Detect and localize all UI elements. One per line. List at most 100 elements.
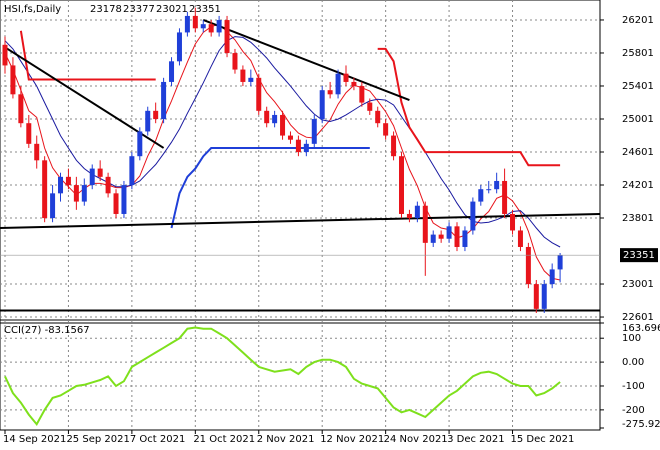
candle-body <box>422 205 428 243</box>
candle-body <box>351 81 357 87</box>
candle-body <box>470 201 476 231</box>
candle-body <box>557 255 563 270</box>
candle-body <box>319 90 325 120</box>
x-tick-label: 15 Dec 2021 <box>511 434 575 445</box>
y-tick-label: 22601 <box>622 312 654 323</box>
candle-body <box>343 73 349 82</box>
candle-body <box>280 114 286 136</box>
y-tick-label: 24601 <box>622 147 654 158</box>
y-tick-label: 25001 <box>622 114 654 125</box>
trendline <box>4 46 165 149</box>
frame <box>0 0 601 431</box>
candle-body <box>105 176 111 194</box>
candle-body <box>184 15 190 33</box>
candle-body <box>430 234 436 243</box>
candle-body <box>145 110 151 132</box>
trendline <box>202 19 410 102</box>
candle-body <box>494 180 500 190</box>
candle-body <box>264 110 270 124</box>
candle-body <box>129 156 135 186</box>
x-tick-label: 7 Oct 2021 <box>130 434 185 445</box>
last-price-box <box>620 248 658 263</box>
y-tick-label: 25801 <box>622 48 654 59</box>
candle-body <box>327 90 333 95</box>
candle-body <box>200 24 206 29</box>
candle-body <box>375 110 381 124</box>
candle-body <box>248 77 254 82</box>
candle-body <box>549 269 555 285</box>
candle-body <box>359 86 365 103</box>
candle-body <box>295 139 301 153</box>
candle-body <box>406 213 412 219</box>
candle-body <box>2 44 8 66</box>
candle-body <box>240 69 246 82</box>
candle-body <box>176 32 182 62</box>
candle-body <box>367 102 373 111</box>
y-tick-label: 24201 <box>622 180 654 191</box>
trendline <box>0 212 600 229</box>
candle-body <box>383 123 389 136</box>
candle-body <box>89 168 95 186</box>
y-tick-label: 100 <box>622 333 641 344</box>
indicator-line <box>170 147 370 229</box>
candle-body <box>256 77 262 111</box>
candle-body <box>486 189 492 191</box>
candle-body <box>446 226 452 239</box>
candle-body <box>478 189 484 202</box>
candle-body <box>533 284 539 309</box>
last-price-label: 23351 <box>623 250 655 261</box>
x-tick-label: 14 Sep 2021 <box>3 434 66 445</box>
candle-body <box>58 176 64 194</box>
ohlc-value: 23377 <box>123 4 155 15</box>
y-tick-label: 25401 <box>622 81 654 92</box>
ohlc-value: 23021 <box>156 4 188 15</box>
y-tick-label: -100 <box>622 381 645 392</box>
indicator-line <box>19 30 561 167</box>
candle-body <box>18 94 24 124</box>
candle-body <box>137 131 143 157</box>
candle-body <box>65 176 71 186</box>
candle-body <box>97 168 103 177</box>
candle-body <box>541 284 547 309</box>
x-tick-label: 2 Nov 2021 <box>257 434 315 445</box>
candle-body <box>216 20 222 33</box>
y-tick-label: 163.6968 <box>622 323 660 334</box>
ohlc-value: 23178 <box>90 4 122 15</box>
candle-body <box>169 61 175 82</box>
candle-body <box>303 143 309 153</box>
candle-body <box>42 160 48 219</box>
candle-body <box>232 53 238 70</box>
candle-body <box>462 230 468 247</box>
candle-body <box>161 81 167 120</box>
y-tick-label: 26201 <box>622 15 654 26</box>
candle-body <box>510 213 516 231</box>
candle-body <box>26 123 32 144</box>
y-tick-label: -275.9246 <box>622 419 660 430</box>
indicator-title: CCI(27) -83.1567 <box>4 325 90 336</box>
candle-body <box>34 143 40 161</box>
candle-body <box>224 20 230 54</box>
x-tick-label: 24 Nov 2021 <box>384 434 448 445</box>
x-tick-label: 3 Dec 2021 <box>447 434 505 445</box>
candle-body <box>399 156 404 214</box>
candle-body <box>287 135 293 140</box>
candle-body <box>73 185 79 202</box>
cci-line <box>4 326 561 426</box>
y-tick-label: 23801 <box>622 213 654 224</box>
candle-body <box>113 193 119 214</box>
candle-body <box>81 185 87 202</box>
candle-body <box>525 246 531 285</box>
y-tick-label: -200 <box>622 405 645 416</box>
candle-body <box>10 65 16 95</box>
candle-body <box>414 205 420 219</box>
candle-body <box>502 180 508 214</box>
candle-body <box>311 119 317 144</box>
candle-body <box>438 234 444 239</box>
x-tick-label: 25 Sep 2021 <box>66 434 129 445</box>
y-tick-label: 0.00 <box>622 357 644 368</box>
candle-body <box>121 185 127 214</box>
candle-body <box>192 15 198 29</box>
candle-body <box>517 230 523 247</box>
candle-body <box>391 135 397 157</box>
candle-body <box>335 73 341 95</box>
